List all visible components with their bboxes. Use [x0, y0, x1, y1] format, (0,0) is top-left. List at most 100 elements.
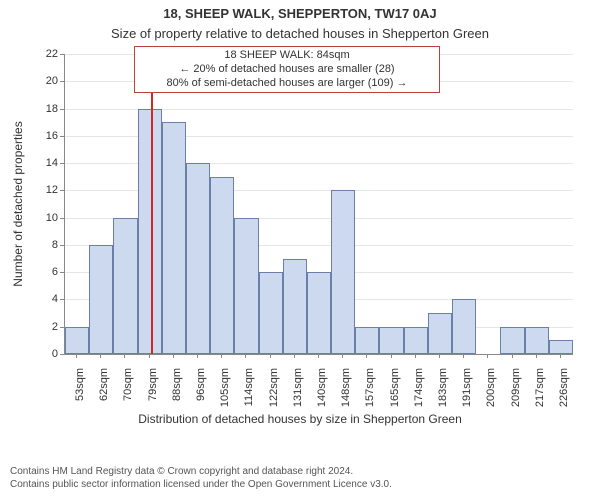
x-tick-label: 105sqm [219, 368, 231, 407]
y-tick-label: 20 [36, 75, 58, 87]
y-tick-label: 0 [36, 348, 58, 360]
histogram-bar [525, 327, 549, 354]
y-tick-label: 10 [36, 212, 58, 224]
histogram-bar [500, 327, 524, 354]
x-tick-label: 70sqm [122, 368, 134, 401]
x-tick-label: 183sqm [437, 368, 449, 407]
histogram-bar [162, 122, 186, 354]
x-tick-label: 122sqm [268, 368, 280, 407]
x-axis-title: Distribution of detached houses by size … [0, 412, 600, 426]
histogram-bar [186, 163, 210, 354]
footnote-line-2: Contains public sector information licen… [10, 479, 392, 492]
x-tick-mark [415, 354, 416, 358]
x-tick-mark [536, 354, 537, 358]
x-tick-label: 157sqm [364, 368, 376, 407]
histogram-bar [549, 340, 573, 354]
x-tick-label: 140sqm [316, 368, 328, 407]
footnote-line-1: Contains HM Land Registry data © Crown c… [10, 466, 392, 479]
y-tick-mark [60, 136, 64, 137]
y-tick-mark [60, 327, 64, 328]
x-tick-mark [318, 354, 319, 358]
histogram-bar [355, 327, 379, 354]
x-tick-label: 88sqm [171, 368, 183, 401]
annotation-line-3: 80% of semi-detached houses are larger (… [143, 77, 431, 91]
y-tick-mark [60, 299, 64, 300]
y-tick-mark [60, 163, 64, 164]
histogram-bar [89, 245, 113, 354]
x-tick-mark [221, 354, 222, 358]
x-tick-label: 209sqm [510, 368, 522, 407]
annotation-box: 18 SHEEP WALK: 84sqm ← 20% of detached h… [134, 46, 440, 93]
annotation-line-1: 18 SHEEP WALK: 84sqm [143, 49, 431, 63]
y-tick-mark [60, 218, 64, 219]
x-tick-label: 148sqm [340, 368, 352, 407]
x-tick-label: 174sqm [413, 368, 425, 407]
x-tick-mark [149, 354, 150, 358]
y-tick-mark [60, 245, 64, 246]
y-tick-label: 22 [36, 48, 58, 60]
x-tick-label: 114sqm [243, 368, 255, 406]
histogram-bar [283, 259, 307, 354]
y-tick-mark [60, 354, 64, 355]
y-tick-label: 16 [36, 130, 58, 142]
histogram-bar [307, 272, 331, 354]
histogram-bar [65, 327, 89, 354]
histogram-bar [331, 190, 355, 354]
x-tick-label: 62sqm [98, 368, 110, 401]
y-tick-label: 14 [36, 157, 58, 169]
histogram-bar [428, 313, 452, 354]
footnote: Contains HM Land Registry data © Crown c… [10, 466, 392, 491]
plot-area [64, 54, 573, 355]
histogram-bar [210, 177, 234, 354]
histogram-bar [404, 327, 428, 354]
chart-subtitle: Size of property relative to detached ho… [0, 26, 600, 41]
chart-container: 18, SHEEP WALK, SHEPPERTON, TW17 0AJ Siz… [0, 0, 600, 500]
x-tick-mark [124, 354, 125, 358]
histogram-bar [234, 218, 258, 354]
histogram-bar [138, 109, 162, 354]
histogram-bar [379, 327, 403, 354]
x-tick-label: 200sqm [485, 368, 497, 407]
x-tick-label: 79sqm [147, 368, 159, 401]
x-tick-mark [560, 354, 561, 358]
annotation-line-2: ← 20% of detached houses are smaller (28… [143, 63, 431, 77]
x-tick-mark [270, 354, 271, 358]
x-tick-mark [245, 354, 246, 358]
x-tick-mark [342, 354, 343, 358]
y-tick-label: 8 [36, 239, 58, 251]
x-tick-label: 165sqm [389, 368, 401, 407]
x-tick-mark [487, 354, 488, 358]
histogram-bar [113, 218, 137, 354]
x-tick-mark [463, 354, 464, 358]
x-tick-label: 53sqm [74, 368, 86, 401]
y-tick-label: 12 [36, 184, 58, 196]
x-tick-mark [100, 354, 101, 358]
histogram-bar [259, 272, 283, 354]
y-tick-mark [60, 272, 64, 273]
y-tick-mark [60, 109, 64, 110]
histogram-bar [452, 299, 476, 354]
x-tick-label: 131sqm [292, 368, 304, 407]
x-tick-mark [76, 354, 77, 358]
x-tick-label: 96sqm [195, 368, 207, 401]
x-tick-mark [197, 354, 198, 358]
y-tick-label: 18 [36, 103, 58, 115]
x-tick-mark [512, 354, 513, 358]
property-marker-line [151, 54, 153, 354]
y-tick-label: 6 [36, 266, 58, 278]
x-tick-mark [173, 354, 174, 358]
x-tick-mark [366, 354, 367, 358]
y-axis-title: Number of detached properties [11, 121, 25, 286]
x-tick-label: 191sqm [461, 368, 473, 407]
y-tick-mark [60, 54, 64, 55]
x-tick-mark [439, 354, 440, 358]
y-tick-mark [60, 190, 64, 191]
x-tick-mark [391, 354, 392, 358]
x-tick-label: 226sqm [558, 368, 570, 407]
address-title: 18, SHEEP WALK, SHEPPERTON, TW17 0AJ [0, 6, 600, 21]
x-tick-mark [294, 354, 295, 358]
x-tick-label: 217sqm [534, 368, 546, 407]
y-tick-mark [60, 81, 64, 82]
y-tick-label: 4 [36, 293, 58, 305]
y-tick-label: 2 [36, 321, 58, 333]
